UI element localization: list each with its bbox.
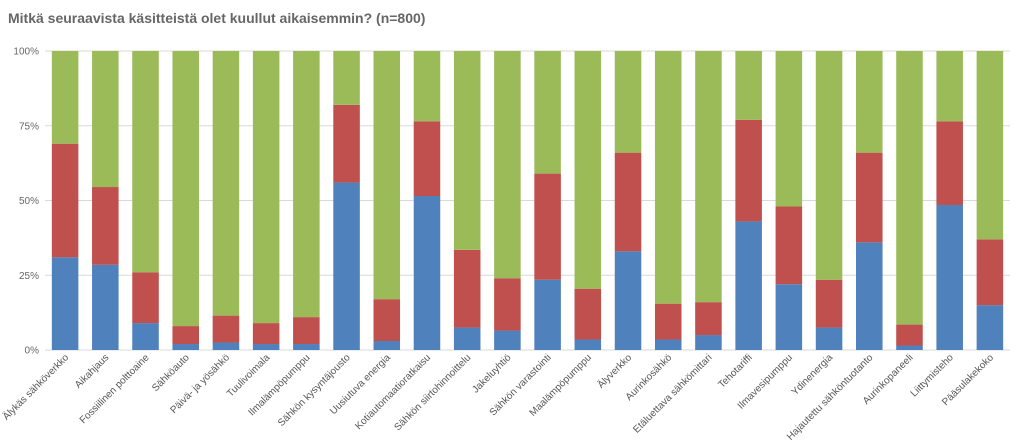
bar-segment-red [333,104,360,183]
bar-segment-red [92,187,119,265]
bar-segment-blue [92,264,119,350]
bar-segment-blue [453,327,481,350]
y-tick-label: 25% [19,271,39,282]
bar-segment-green [735,51,762,120]
x-tick-label: Sähköauto [150,352,192,394]
bar-segment-green [856,51,883,153]
bar-segment-red [373,299,401,342]
x-tick-label: Fossiilinen polttoaine [78,352,152,426]
bar-segment-green [614,51,642,153]
bar-segment-red [413,121,441,197]
bar-segment-green [92,51,119,188]
bar-segment-blue [574,339,602,350]
bar-segment-red [976,239,1004,306]
bar-segment-green [574,51,602,289]
bar-segment-blue [413,196,441,350]
bar-segment-red [654,303,682,340]
bar-segment-green [293,51,320,318]
bar-segment-green [695,51,722,303]
bar-segment-blue [614,251,642,350]
bar-segment-green [815,51,843,280]
bar-segment-green [132,51,159,273]
x-tick-label: Älyverkko [595,351,634,390]
bar-segment-green [413,51,441,122]
bar-segment-red [252,323,280,345]
bar-segment-red [534,173,561,280]
bar-segment-green [212,51,240,316]
bar-segment-blue [856,242,883,350]
bar-segment-red [614,152,642,252]
bar-segment-red [936,121,963,205]
bar-segment-red [574,288,602,340]
chart-title: Mitkä seuraavista käsitteistä olet kuull… [8,10,426,26]
y-tick-label: 100% [13,47,39,58]
bar-segment-red [735,119,762,222]
bar-segment-red [494,278,521,331]
bar-segment-red [856,152,883,243]
x-tick-label: Jakeluyhtiö [470,352,513,395]
bar-segment-green [654,51,682,304]
bar-segment-blue [51,257,79,350]
bar-segment-blue [735,221,762,350]
bar-segment-red [212,315,240,343]
bar-segment-green [534,51,561,174]
bar-segment-blue [976,305,1004,350]
bar-segment-green [976,51,1004,240]
y-tick-label: 75% [19,121,39,132]
x-tick-label: Kotiautomaatioratkaisu [353,352,433,432]
bar-segment-blue [252,344,280,350]
bar-segment-red [815,279,843,328]
x-tick-label: Sähkön kysyntäjousto [276,352,353,429]
bar-segment-blue [936,204,963,350]
bar-segment-green [896,51,923,325]
bar-segment-blue [494,330,521,350]
bar-segment-green [252,51,280,324]
bar-segment-blue [212,342,240,350]
bar-segment-red [453,249,481,328]
bar-segment-green [333,51,360,105]
bar-segment-blue [815,327,843,350]
bar-segment-green [51,51,79,144]
bar-segment-green [494,51,521,279]
x-tick-label: Sähkön siirtohinnoittelu [392,352,473,433]
bar-segment-red [896,324,923,346]
x-tick-label: Aikahjaus [73,352,111,390]
bar-segment-red [172,326,199,345]
bar-segment-blue [172,344,199,350]
bar-segment-green [775,51,803,207]
y-tick-label: 0% [25,346,40,357]
x-tick-label: Älykäs sähköverkko [0,351,71,422]
bar-segment-green [172,51,199,327]
bar-segment-blue [373,341,401,350]
bar-segment-red [293,317,320,345]
bar-segment-green [373,51,401,300]
bar-segment-blue [293,344,320,350]
bar-segment-red [51,143,79,258]
x-tick-label: Etäluettava sähkömittari [631,352,714,435]
bar-segment-blue [534,279,561,350]
bar-segment-blue [654,339,682,350]
bar-segment-red [132,272,159,324]
bar-segment-red [695,302,722,336]
bar-segment-blue [132,323,159,350]
bar-segment-blue [896,345,923,350]
bar-segment-blue [333,182,360,350]
bar-segment-blue [695,335,722,350]
bar-segment-blue [775,284,803,350]
x-tick-label: Tehotariffi [716,352,754,390]
bar-segment-green [936,51,963,122]
bar-segment-green [453,51,481,250]
bar-segment-red [775,206,803,285]
y-tick-label: 50% [19,196,39,207]
